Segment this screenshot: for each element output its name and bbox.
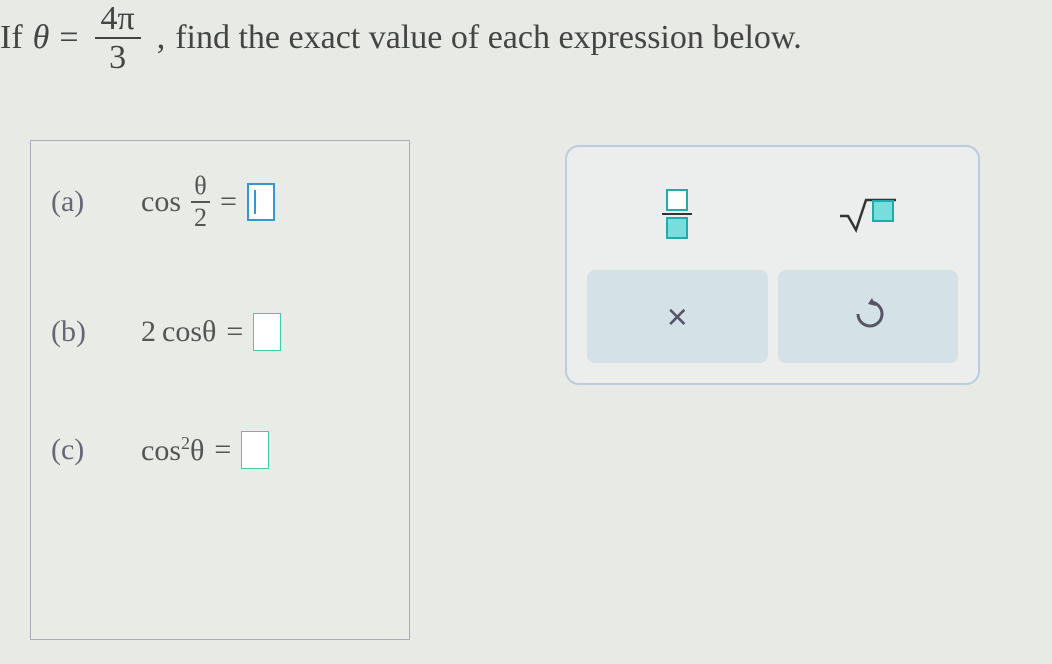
fraction-4pi-3: 4π 3 — [95, 0, 141, 77]
equals-sign: = — [59, 19, 78, 57]
cos-text: cos — [141, 185, 181, 219]
frac-num-theta: θ — [191, 171, 209, 203]
answer-input-b[interactable] — [253, 313, 281, 351]
problems-panel: (a) cos θ 2 = (b) 2 cosθ = (c) cos2θ = — [30, 140, 410, 640]
superscript-2: 2 — [181, 433, 190, 453]
prompt-rest: find the exact value of each expression … — [175, 19, 802, 57]
problem-a: (a) cos θ 2 = — [51, 171, 389, 233]
fraction-numerator: 4π — [95, 0, 141, 39]
equals-b: = — [226, 315, 243, 349]
two-text: 2 — [141, 315, 156, 349]
if-text: If — [0, 19, 23, 57]
answer-input-a[interactable] — [247, 183, 275, 221]
theta-c: θ — [190, 434, 204, 467]
fraction-button[interactable] — [587, 167, 768, 260]
sqrt-icon — [838, 194, 898, 234]
answer-input-c[interactable] — [241, 431, 269, 469]
cos-squared: cos2θ — [141, 433, 204, 468]
part-label-a: (a) — [51, 185, 121, 219]
fraction-denominator: 3 — [103, 39, 132, 76]
cos-c-text: cos — [141, 434, 181, 467]
problem-c: (c) cos2θ = — [51, 431, 389, 469]
equals-a: = — [220, 185, 237, 219]
problem-b: (b) 2 cosθ = — [51, 313, 389, 351]
times-icon: × — [667, 296, 688, 338]
theta-symbol: θ — [33, 19, 50, 57]
times-button[interactable]: × — [587, 270, 768, 363]
part-label-b: (b) — [51, 315, 121, 349]
theta-over-2: θ 2 — [191, 171, 210, 233]
cos-theta-text: cosθ — [162, 315, 216, 349]
question-prompt: If θ = 4π 3 , find the exact value of ea… — [0, 0, 802, 77]
fraction-icon — [662, 189, 692, 239]
math-palette: × — [565, 145, 980, 385]
frac-den-2: 2 — [191, 203, 210, 233]
sqrt-button[interactable] — [778, 167, 959, 260]
undo-icon — [850, 296, 886, 337]
part-label-c: (c) — [51, 433, 121, 467]
comma: , — [157, 19, 166, 57]
equals-c: = — [214, 433, 231, 467]
undo-button[interactable] — [778, 270, 959, 363]
